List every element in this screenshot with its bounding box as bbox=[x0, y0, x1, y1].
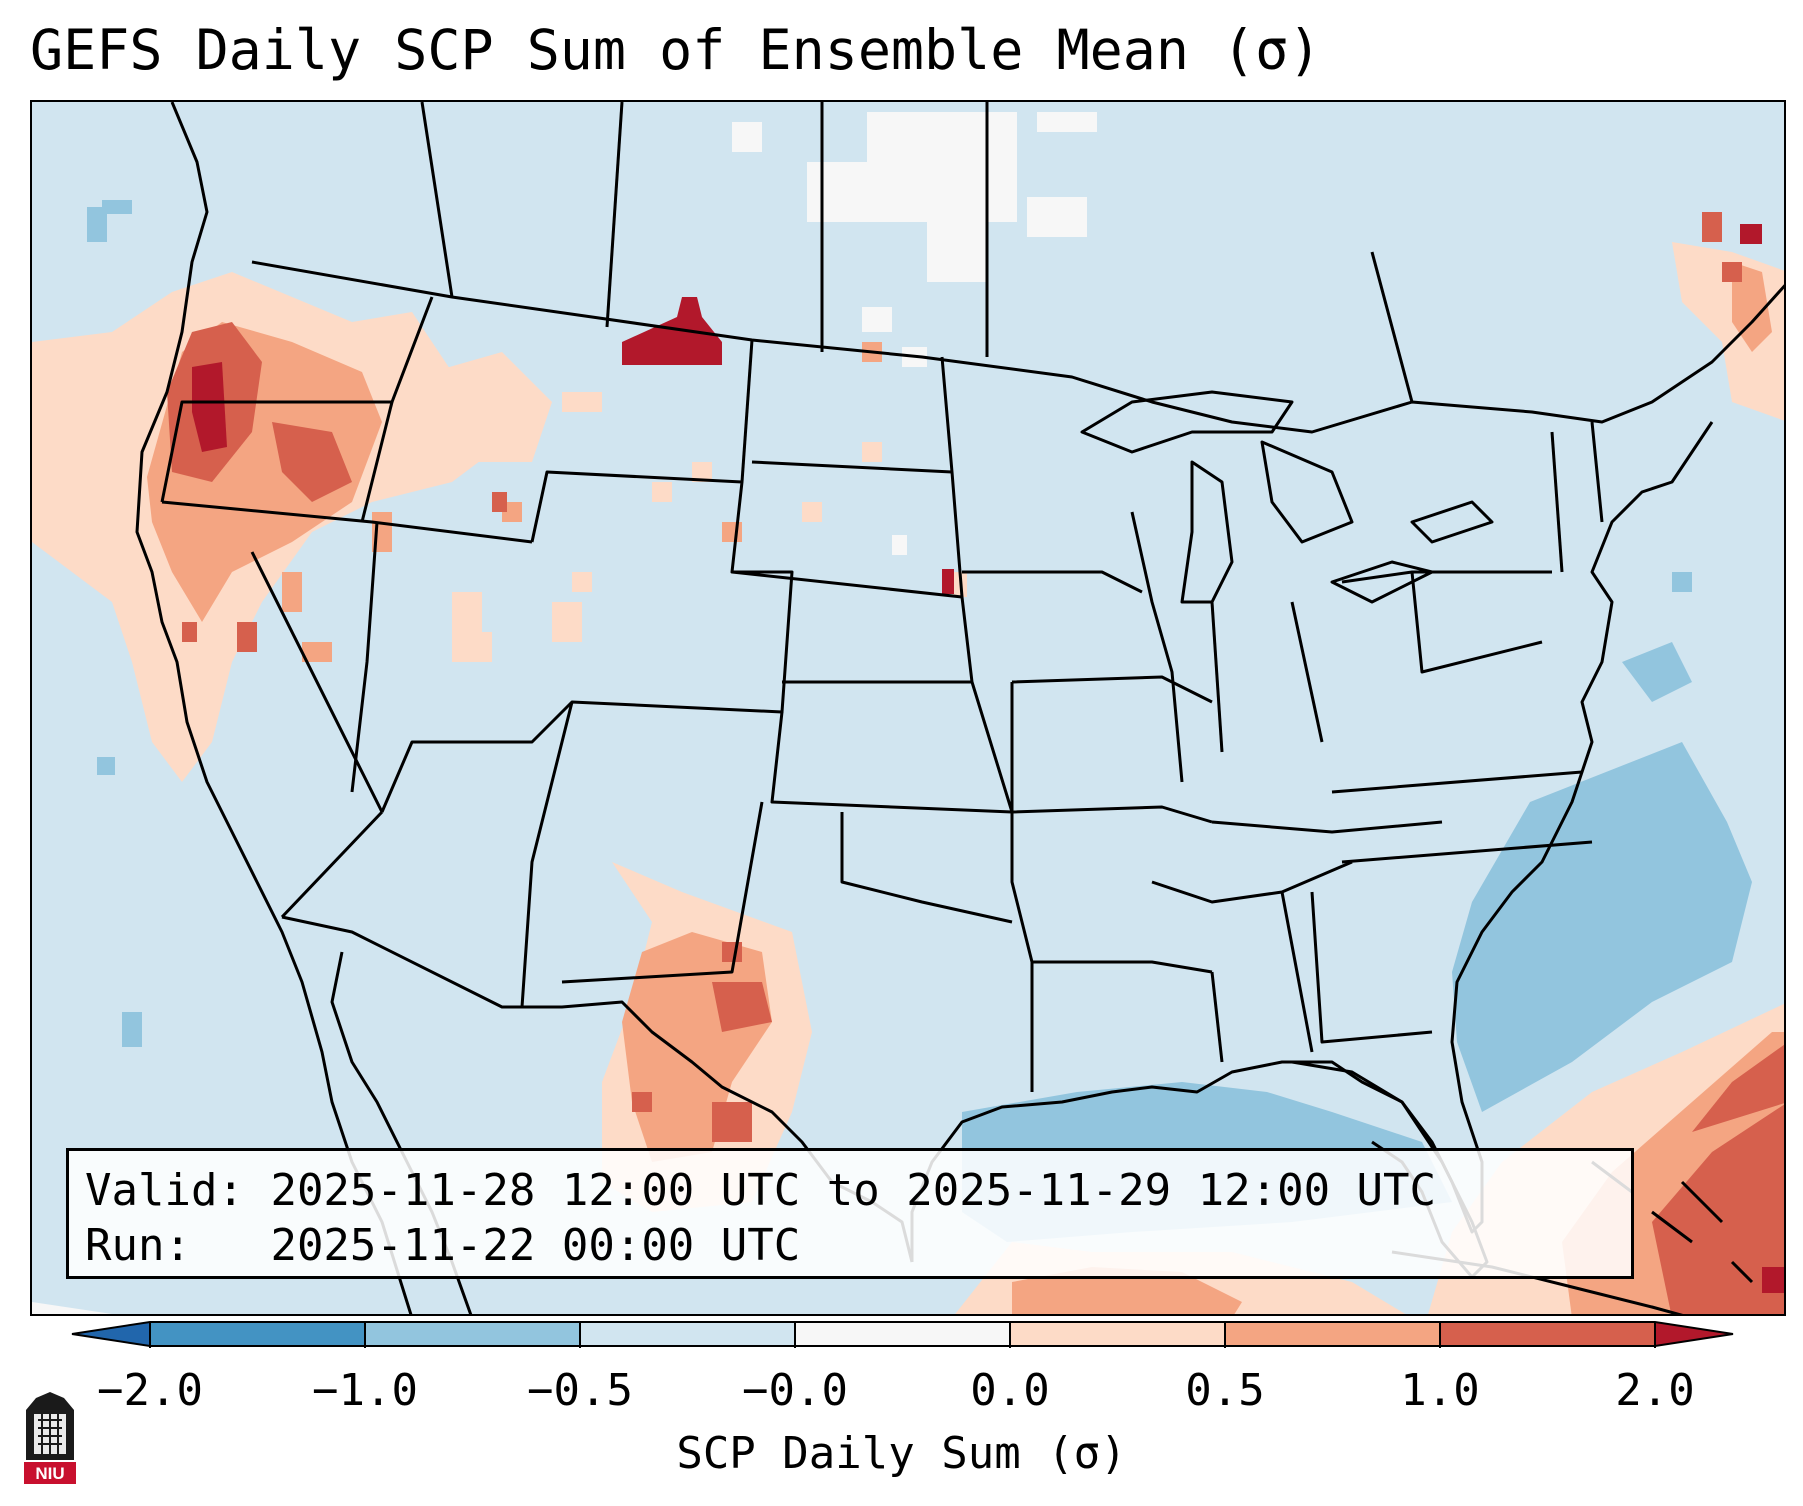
near-zero-areas bbox=[32, 112, 1097, 1314]
colorbar-segment bbox=[365, 1322, 581, 1346]
colorbar-segment bbox=[1010, 1322, 1226, 1346]
niu-logo-icon: NIU bbox=[24, 1392, 76, 1484]
colorbar-tick-label: −1.0 bbox=[312, 1365, 418, 1416]
map-panel bbox=[30, 100, 1786, 1316]
colorbar-segment bbox=[580, 1322, 796, 1346]
colorbar bbox=[71, 1321, 1734, 1348]
valid-value: 2025-11-28 12:00 UTC to 2025-11-29 12:00… bbox=[270, 1165, 1437, 1216]
colorbar-segment bbox=[1440, 1322, 1656, 1346]
colorbar-tick-label: −0.0 bbox=[742, 1365, 848, 1416]
colorbar-extend-under bbox=[72, 1322, 150, 1346]
colorbar-extend-over bbox=[1655, 1322, 1733, 1346]
run-label: Run: bbox=[85, 1220, 191, 1271]
colorbar-tick-label: −2.0 bbox=[97, 1365, 203, 1416]
colorbar-tick-label: −0.5 bbox=[527, 1365, 633, 1416]
run-value: 2025-11-22 00:00 UTC bbox=[270, 1220, 801, 1271]
scp-field bbox=[32, 102, 1784, 1314]
map-title: GEFS Daily SCP Sum of Ensemble Mean (σ) bbox=[30, 18, 1322, 82]
colorbar-tick-label: 2.0 bbox=[1615, 1365, 1695, 1416]
valid-run-info-box: Valid: 2025-11-28 12:00 UTC to 2025-11-2… bbox=[66, 1148, 1634, 1279]
colorbar-tick-label: 1.0 bbox=[1400, 1365, 1480, 1416]
extreme-positive-anomalies bbox=[192, 224, 1784, 1293]
colorbar-tick-label: 0.5 bbox=[1185, 1365, 1265, 1416]
colorbar-tick-label: 0.0 bbox=[970, 1365, 1050, 1416]
colorbar-label: SCP Daily Sum (σ) bbox=[676, 1428, 1127, 1479]
colorbar-segment bbox=[150, 1322, 366, 1346]
logo-text: NIU bbox=[35, 1464, 64, 1483]
valid-label: Valid: bbox=[85, 1165, 244, 1216]
colorbar-segment bbox=[1225, 1322, 1441, 1346]
colorbar-segment bbox=[795, 1322, 1011, 1346]
